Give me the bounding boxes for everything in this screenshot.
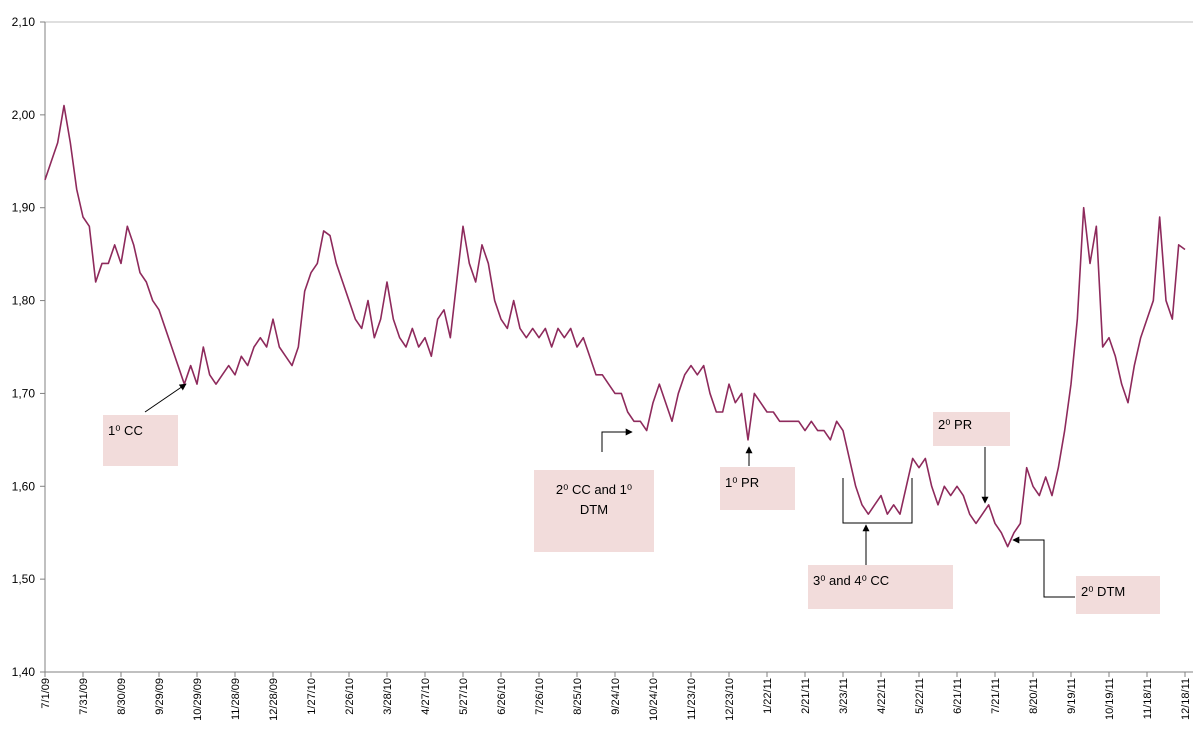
y-tick-label: 1,50 [12,572,36,586]
x-tick-label: 10/19/11 [1104,678,1116,720]
x-tick-label: 12/28/09 [268,678,280,721]
x-tick-label: 1/22/11 [762,678,774,714]
x-tick-label: 8/30/09 [116,678,128,715]
x-tick-label: 5/22/11 [914,678,926,714]
x-tick-label: 12/18/11 [1180,678,1192,720]
x-tick-label: 12/23/10 [724,678,736,721]
x-tick-label: 9/29/09 [154,678,166,715]
data-line [44,104,1186,548]
y-tick-label: 2,00 [12,108,36,122]
x-tick-label: 7/26/10 [534,678,546,715]
annotation: 1⁰ CC [103,415,178,466]
x-tick-label: 7/31/09 [78,678,90,715]
x-tick-label: 4/22/11 [876,678,888,714]
annotation: 2⁰ CC and 1⁰ DTM [534,470,654,552]
y-tick-label: 1,80 [12,294,36,308]
arrow [144,383,187,413]
x-tick-label: 7/1/09 [40,678,52,709]
y-tick-label: 1,40 [12,665,36,679]
x-tick-label: 7/21/11 [990,678,1002,714]
x-tick-label: 4/27/10 [420,678,432,715]
x-tick-label: 6/21/11 [952,678,964,714]
x-tick-label: 3/28/10 [382,678,394,715]
x-tick-label: 1/27/10 [306,678,318,715]
annotation: 3⁰ and 4⁰ CC [808,565,953,609]
x-tick-label: 2/21/11 [800,678,812,714]
annotation: 2⁰ DTM [1076,576,1160,614]
arrow [1012,536,1075,598]
x-tick-label: 11/18/11 [1142,678,1154,719]
x-tick-label: 11/28/09 [230,678,242,720]
arrow [601,428,633,452]
annotation: 1⁰ PR [720,467,795,510]
bracket [842,478,913,524]
annotation: 2⁰ PR [933,412,1010,446]
y-tick-label: 1,60 [12,479,36,493]
x-tick-label: 6/26/10 [496,678,508,715]
y-tick-label: 2,10 [12,15,36,29]
x-tick-label: 10/29/09 [192,678,204,721]
x-tick-label: 9/24/10 [610,678,622,715]
x-tick-label: 8/25/10 [572,678,584,715]
x-tick-label: 11/23/10 [686,678,698,720]
y-tick-label: 1,90 [12,201,36,215]
x-tick-label: 9/19/11 [1066,678,1078,714]
annotation-connectors [144,383,1075,598]
x-tick-label: 5/27/10 [458,678,470,715]
x-tick-label: 3/23/11 [838,678,850,714]
x-tick-label: 8/20/11 [1028,678,1040,714]
y-tick-label: 1,70 [12,386,36,400]
x-tick-label: 10/24/10 [648,678,660,721]
x-tick-label: 2/26/10 [344,678,356,715]
